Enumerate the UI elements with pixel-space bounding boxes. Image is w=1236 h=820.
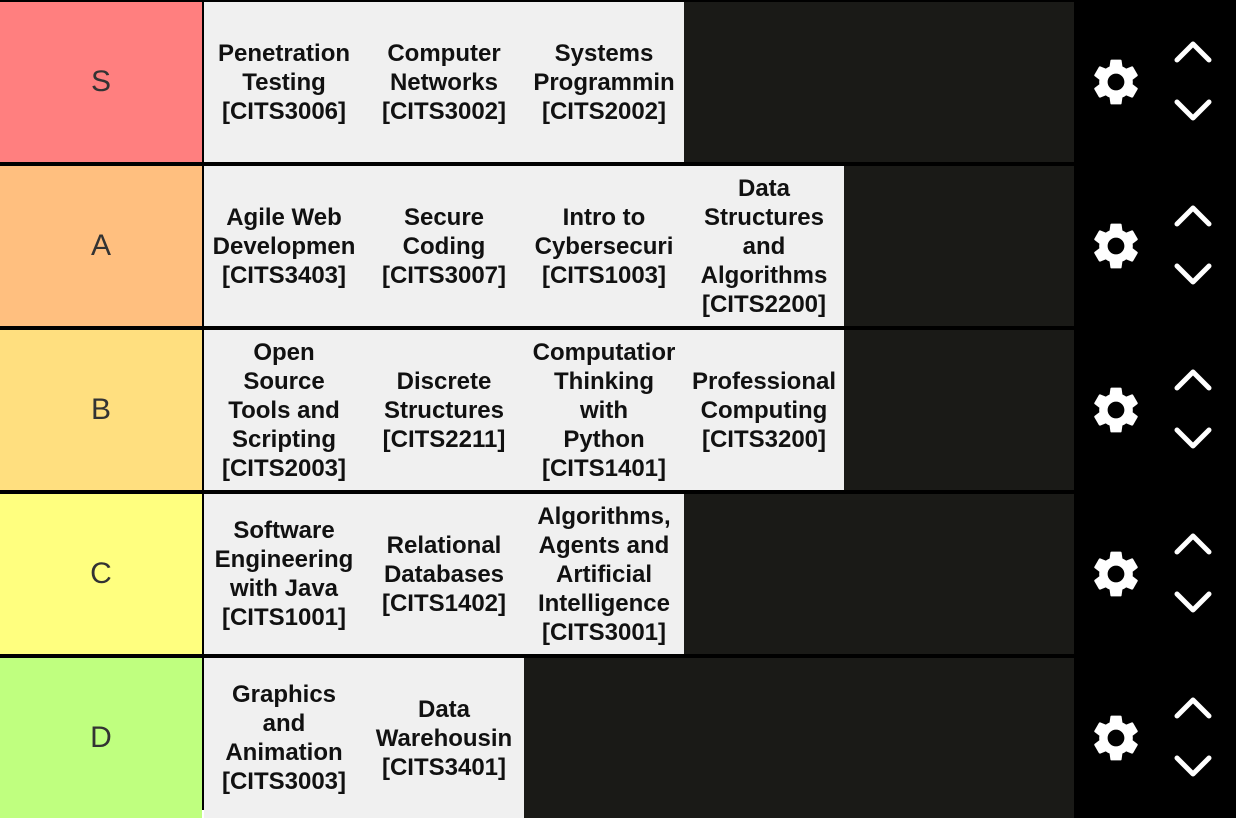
tier-item-card[interactable]: Systems Programmin [CITS2002] xyxy=(524,2,684,162)
tier-row-c: C Software Engineering with Java [CITS10… xyxy=(0,494,1236,654)
tier-item-text: Professional Computing [CITS3200] xyxy=(691,367,837,453)
tier-item-card[interactable]: Intro to Cybersecuri [CITS1003] xyxy=(524,166,684,326)
tier-item-card[interactable]: Software Engineering with Java [CITS1001… xyxy=(204,494,364,654)
tier-item-card[interactable]: Data Warehousin [CITS3401] xyxy=(364,658,524,818)
tier-item-card[interactable]: Agile Web Developmen [CITS3403] xyxy=(204,166,364,326)
tier-item-text: Data Warehousin [CITS3401] xyxy=(375,695,513,781)
tier-item-card[interactable]: Computatior Thinking with Python [CITS14… xyxy=(524,330,684,490)
gear-icon[interactable] xyxy=(1088,546,1144,602)
tier-item-card[interactable]: Discrete Structures [CITS2211] xyxy=(364,330,524,490)
chevron-down-icon[interactable] xyxy=(1172,260,1214,290)
tier-item-card[interactable]: Secure Coding [CITS3007] xyxy=(364,166,524,326)
tier-item-text: Systems Programmin [CITS2002] xyxy=(533,39,675,125)
tier-row-s: S Penetration Testing [CITS3006] Computer… xyxy=(0,2,1236,162)
tier-label[interactable]: C xyxy=(0,494,202,654)
tier-item-text: Penetration Testing [CITS3006] xyxy=(217,39,351,125)
tier-label[interactable]: A xyxy=(0,166,202,326)
tier-item-text: Algorithms, Agents and Artificial Intell… xyxy=(537,502,671,646)
tier-row-d: D Graphics and Animation [CITS3003] Data … xyxy=(0,658,1236,818)
tier-controls xyxy=(1074,2,1236,162)
chevron-down-icon[interactable] xyxy=(1172,424,1214,454)
tier-item-text: Discrete Structures [CITS2211] xyxy=(382,367,506,453)
tier-items-area[interactable]: Agile Web Developmen [CITS3403] Secure Co… xyxy=(204,166,1074,326)
chevron-up-icon[interactable] xyxy=(1172,364,1214,394)
tier-items-area[interactable]: Open Source Tools and Scripting [CITS200… xyxy=(204,330,1074,490)
tier-label[interactable]: D xyxy=(0,658,202,818)
tier-item-card[interactable]: Professional Computing [CITS3200] xyxy=(684,330,844,490)
tier-controls xyxy=(1074,166,1236,326)
tier-items-area[interactable]: Penetration Testing [CITS3006] Computer N… xyxy=(204,2,1074,162)
chevron-down-icon[interactable] xyxy=(1172,752,1214,782)
tier-item-text: Computer Networks [CITS3002] xyxy=(381,39,507,125)
tier-item-text: Graphics and Animation [CITS3003] xyxy=(221,681,347,795)
tier-controls xyxy=(1074,330,1236,490)
chevron-up-icon[interactable] xyxy=(1172,200,1214,230)
tier-item-card[interactable]: Relational Databases [CITS1402] xyxy=(364,494,524,654)
chevron-up-icon[interactable] xyxy=(1172,528,1214,558)
chevron-down-icon[interactable] xyxy=(1172,96,1214,126)
tier-label[interactable]: B xyxy=(0,330,202,490)
tier-controls xyxy=(1074,494,1236,654)
chevron-up-icon[interactable] xyxy=(1172,692,1214,722)
tier-item-card[interactable]: Algorithms, Agents and Artificial Intell… xyxy=(524,494,684,654)
tier-item-text: Computatior Thinking with Python [CITS14… xyxy=(532,338,676,482)
tier-item-card[interactable]: Data Structures and Algorithms [CITS2200… xyxy=(684,166,844,326)
tier-item-card[interactable]: Penetration Testing [CITS3006] xyxy=(204,2,364,162)
tier-label[interactable]: S xyxy=(0,2,202,162)
tier-item-text: Relational Databases [CITS1402] xyxy=(381,531,507,617)
tier-item-card[interactable]: Graphics and Animation [CITS3003] xyxy=(204,658,364,818)
tier-item-text: Data Structures and Algorithms [CITS2200… xyxy=(700,174,828,318)
gear-icon[interactable] xyxy=(1088,54,1144,110)
tier-items-area[interactable]: Software Engineering with Java [CITS1001… xyxy=(204,494,1074,654)
tier-item-card[interactable]: Open Source Tools and Scripting [CITS200… xyxy=(204,330,364,490)
chevron-down-icon[interactable] xyxy=(1172,588,1214,618)
tier-item-text: Intro to Cybersecuri [CITS1003] xyxy=(534,203,674,289)
gear-icon[interactable] xyxy=(1088,382,1144,438)
tier-item-text: Software Engineering with Java [CITS1001… xyxy=(214,517,354,631)
chevron-up-icon[interactable] xyxy=(1172,36,1214,66)
tier-row-b: B Open Source Tools and Scripting [CITS2… xyxy=(0,330,1236,490)
tier-item-text: Secure Coding [CITS3007] xyxy=(381,203,507,289)
tier-row-a: A Agile Web Developmen [CITS3403] Secure … xyxy=(0,166,1236,326)
gear-icon[interactable] xyxy=(1088,710,1144,766)
tier-items-area[interactable]: Graphics and Animation [CITS3003] Data Wa… xyxy=(204,658,1074,818)
gear-icon[interactable] xyxy=(1088,218,1144,274)
tier-item-card[interactable]: Computer Networks [CITS3002] xyxy=(364,2,524,162)
tier-item-text: Agile Web Developmen [CITS3403] xyxy=(212,203,356,289)
tier-item-text: Open Source Tools and Scripting [CITS200… xyxy=(221,338,347,482)
tier-controls xyxy=(1074,658,1236,818)
